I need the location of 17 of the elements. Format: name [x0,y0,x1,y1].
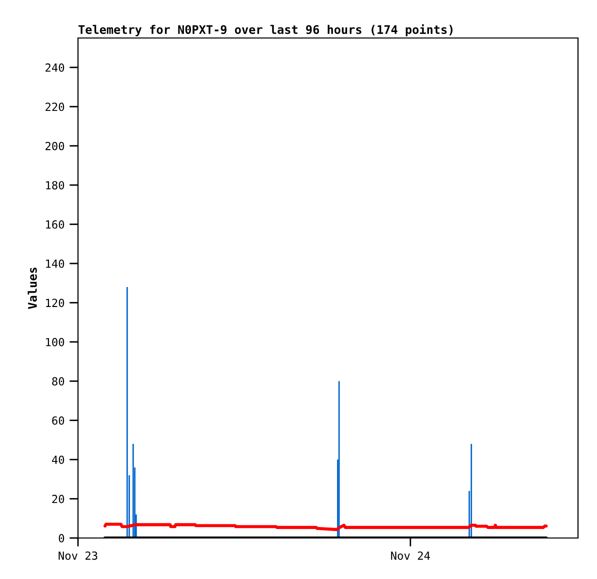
y-tick-label: 40 [52,456,64,464]
y-tick-label: 180 [46,181,64,190]
y-axis-title: Values [28,268,37,309]
y-tick-label: 200 [46,142,64,150]
y-tick-label: 140 [46,259,64,268]
y-tick-label: 80 [52,377,64,386]
y-tick-label: 20 [52,494,64,504]
y-tick-label: 60 [52,416,64,425]
x-tick-label: Nov 23 [58,551,98,560]
y-tick-label: 220 [46,102,64,112]
y-tick-label: 0 [58,534,64,542]
y-tick-label: 160 [46,220,64,229]
y-tick-label: 120 [46,298,64,308]
y-tick-label: 240 [46,63,64,72]
x-tick-label: Nov 24 [391,551,430,560]
chart-title: Telemetry for N0PXT-9 over last 96 hours (174 points) [78,24,452,36]
y-tick-label: 100 [46,338,64,346]
